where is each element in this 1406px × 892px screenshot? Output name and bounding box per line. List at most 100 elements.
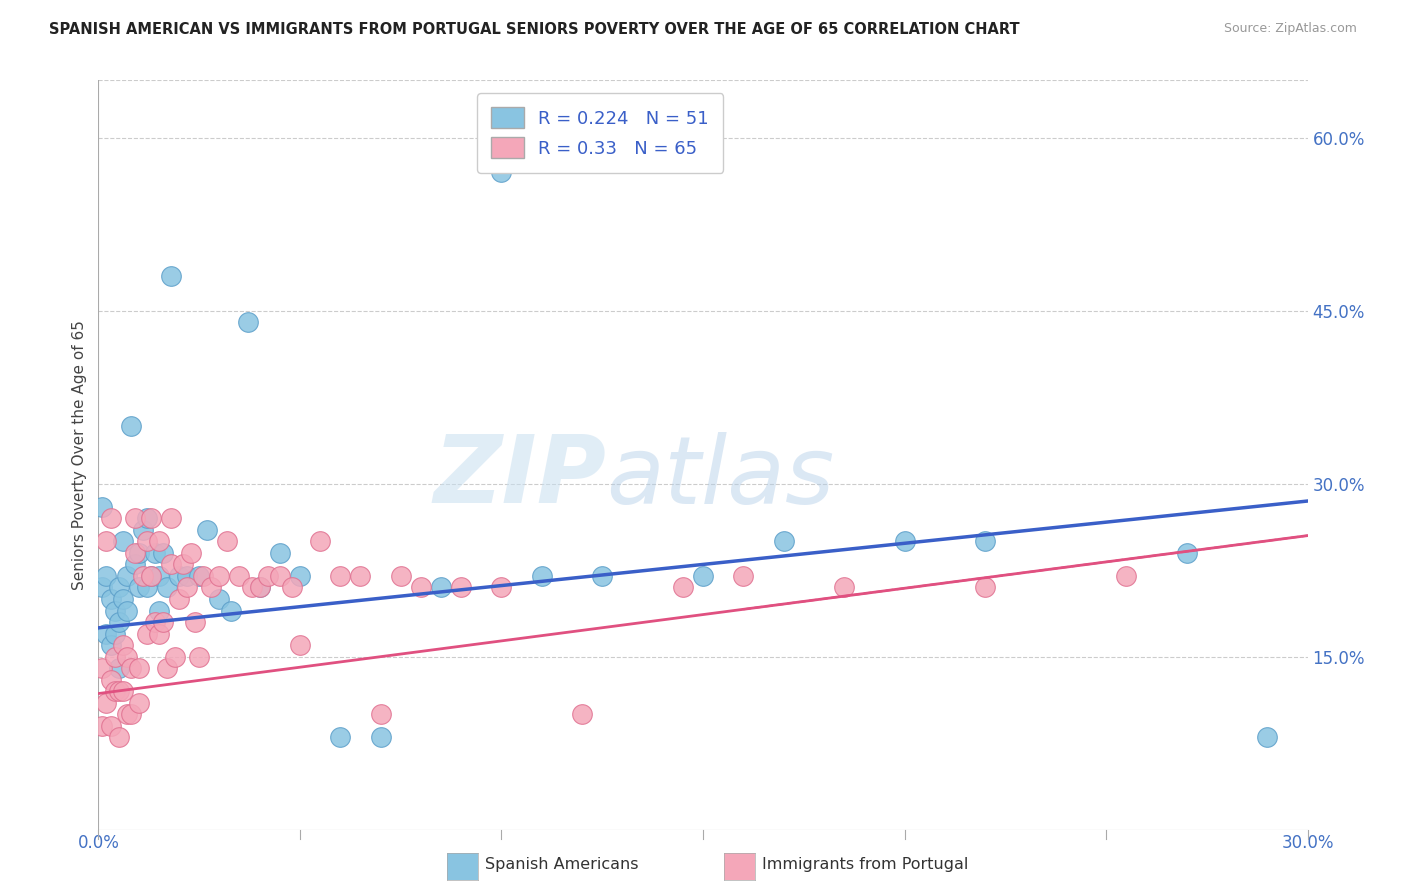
Point bbox=[772, 534, 794, 549]
Point bbox=[152, 615, 174, 629]
Point bbox=[124, 558, 146, 572]
Point bbox=[91, 661, 114, 675]
Point bbox=[167, 592, 190, 607]
Point bbox=[832, 581, 855, 595]
Point bbox=[128, 696, 150, 710]
Point bbox=[530, 569, 553, 583]
Point bbox=[430, 581, 453, 595]
Text: SPANISH AMERICAN VS IMMIGRANTS FROM PORTUGAL SENIORS POVERTY OVER THE AGE OF 65 : SPANISH AMERICAN VS IMMIGRANTS FROM PORT… bbox=[49, 22, 1019, 37]
Point bbox=[329, 569, 352, 583]
Point bbox=[163, 649, 186, 664]
Point bbox=[221, 603, 243, 617]
Point bbox=[156, 581, 179, 595]
Point bbox=[100, 638, 122, 652]
Point bbox=[139, 569, 162, 583]
Point bbox=[256, 569, 278, 583]
Point bbox=[176, 569, 198, 583]
Point bbox=[240, 581, 263, 595]
Point bbox=[111, 534, 134, 549]
Point bbox=[208, 569, 231, 583]
Point bbox=[269, 546, 291, 560]
Point bbox=[389, 569, 412, 583]
Legend: R = 0.224   N = 51, R = 0.33   N = 65: R = 0.224 N = 51, R = 0.33 N = 65 bbox=[477, 93, 724, 173]
Text: Spanish Americans: Spanish Americans bbox=[485, 857, 638, 872]
Point bbox=[135, 626, 157, 640]
Point bbox=[115, 603, 138, 617]
Point bbox=[100, 719, 122, 733]
Point bbox=[156, 661, 179, 675]
Point bbox=[148, 534, 170, 549]
Point bbox=[193, 569, 215, 583]
Point bbox=[692, 569, 714, 583]
Point bbox=[160, 269, 183, 284]
Point bbox=[409, 581, 432, 595]
Point bbox=[103, 603, 125, 617]
Y-axis label: Seniors Poverty Over the Age of 65: Seniors Poverty Over the Age of 65 bbox=[72, 320, 87, 590]
Point bbox=[249, 581, 271, 595]
Text: Source: ZipAtlas.com: Source: ZipAtlas.com bbox=[1223, 22, 1357, 36]
Point bbox=[103, 649, 125, 664]
Point bbox=[132, 569, 155, 583]
Point bbox=[115, 569, 138, 583]
Point bbox=[176, 581, 198, 595]
Point bbox=[96, 626, 118, 640]
Point bbox=[152, 546, 174, 560]
Point bbox=[132, 523, 155, 537]
Point bbox=[974, 534, 997, 549]
Point bbox=[188, 649, 211, 664]
Point bbox=[128, 661, 150, 675]
Point bbox=[180, 546, 202, 560]
Text: atlas: atlas bbox=[606, 432, 835, 523]
Point bbox=[111, 592, 134, 607]
Point bbox=[288, 638, 311, 652]
Point bbox=[160, 558, 183, 572]
Point bbox=[135, 534, 157, 549]
Point bbox=[128, 581, 150, 595]
Point bbox=[281, 581, 304, 595]
Point bbox=[143, 546, 166, 560]
Point bbox=[591, 569, 613, 583]
Point bbox=[329, 731, 352, 745]
Point bbox=[111, 684, 134, 698]
Point bbox=[91, 719, 114, 733]
Point bbox=[288, 569, 311, 583]
Point bbox=[208, 592, 231, 607]
Point bbox=[184, 615, 207, 629]
Point bbox=[349, 569, 371, 583]
Point bbox=[120, 419, 142, 434]
Point bbox=[236, 315, 259, 329]
Point bbox=[91, 581, 114, 595]
Point bbox=[100, 592, 122, 607]
Point bbox=[195, 523, 218, 537]
Point bbox=[217, 534, 239, 549]
Point bbox=[100, 673, 122, 687]
Point bbox=[143, 615, 166, 629]
Point bbox=[370, 707, 392, 722]
Point bbox=[491, 581, 513, 595]
Point bbox=[450, 581, 472, 595]
Point bbox=[128, 546, 150, 560]
Point bbox=[100, 511, 122, 525]
Text: ZIP: ZIP bbox=[433, 432, 606, 524]
Point bbox=[107, 661, 129, 675]
Point bbox=[200, 581, 222, 595]
Point bbox=[139, 569, 162, 583]
Point bbox=[107, 684, 129, 698]
Point bbox=[249, 581, 271, 595]
Point bbox=[148, 603, 170, 617]
Point bbox=[491, 165, 513, 179]
Point bbox=[672, 581, 695, 595]
Point bbox=[148, 569, 170, 583]
Point bbox=[733, 569, 755, 583]
Point bbox=[1115, 569, 1137, 583]
Point bbox=[167, 569, 190, 583]
Point bbox=[370, 731, 392, 745]
Point bbox=[893, 534, 915, 549]
Text: Immigrants from Portugal: Immigrants from Portugal bbox=[762, 857, 969, 872]
Point bbox=[120, 707, 142, 722]
Point bbox=[269, 569, 291, 583]
Point bbox=[148, 626, 170, 640]
Point bbox=[1256, 731, 1278, 745]
Point bbox=[103, 626, 125, 640]
Point bbox=[188, 569, 211, 583]
